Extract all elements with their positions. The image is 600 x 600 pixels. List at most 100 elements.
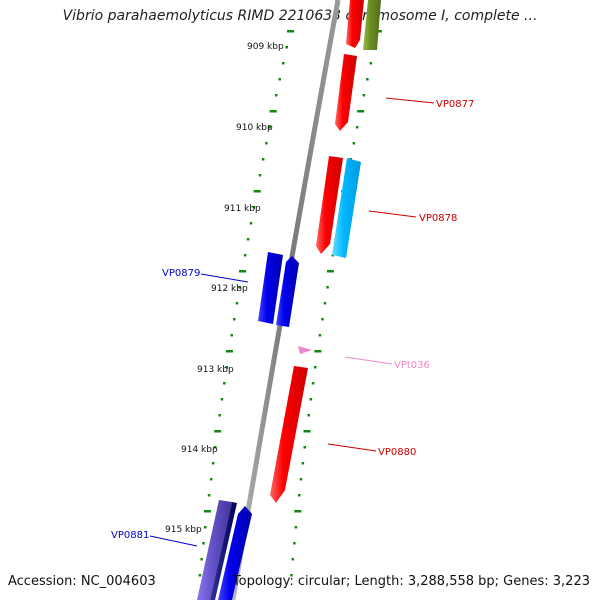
minor-tick [293, 542, 296, 545]
tick-label-914: 914 kbp [181, 445, 218, 455]
genome-summary-text: Topology: circular; Length: 3,288,558 bp… [232, 574, 590, 589]
gene-features [197, 0, 381, 600]
gene-vp0879-b[interactable] [276, 256, 299, 327]
label-vpt036[interactable]: VPt036 [394, 360, 430, 371]
tick-label-913: 913 kbp [197, 365, 234, 375]
gene-vp0877[interactable] [335, 54, 357, 131]
minor-tick [285, 46, 288, 49]
gene-vp0879-a[interactable] [258, 252, 283, 324]
gene-top-olive[interactable] [363, 0, 381, 50]
major-tick [269, 110, 277, 113]
minor-tick [252, 206, 256, 209]
minor-tick [303, 446, 306, 449]
minor-tick [265, 142, 268, 145]
minor-tick [220, 398, 224, 401]
minor-tick [211, 462, 215, 465]
minor-tick [278, 78, 281, 81]
minor-tick [207, 494, 211, 497]
minor-tick [258, 174, 262, 177]
minor-tick [314, 366, 317, 369]
minor-tick [299, 478, 303, 481]
major-tick [203, 510, 211, 513]
tick-label-910: 910 kbp [236, 123, 273, 133]
gene-labels: VP0877 VP0878 VP0879 VPt036 VP0880 VP088… [111, 99, 474, 541]
label-vp0880[interactable]: VP0880 [378, 447, 416, 458]
minor-tick [282, 62, 285, 65]
minor-tick [291, 558, 295, 561]
minor-tick [204, 526, 207, 529]
minor-tick [366, 78, 369, 81]
gene-vp0881-navy[interactable] [210, 502, 237, 600]
minor-tick [202, 542, 205, 545]
minor-tick [233, 318, 236, 321]
minor-tick [326, 286, 329, 289]
gene-vp0878-red[interactable] [316, 156, 343, 254]
minor-tick [323, 302, 327, 305]
minor-tick [298, 494, 301, 497]
gene-vp0878-cyan[interactable] [332, 158, 361, 258]
major-tick [314, 350, 322, 353]
minor-tick [309, 398, 313, 401]
minor-tick [246, 238, 250, 241]
minor-tick [307, 414, 310, 417]
major-tick [294, 510, 302, 513]
label-vp0881[interactable]: VP0881 [111, 530, 149, 541]
leader-vp0878 [368, 210, 417, 218]
gene-vp0880[interactable] [270, 366, 308, 503]
minor-tick [268, 126, 271, 129]
leader-vp0880 [327, 443, 377, 452]
minor-tick [235, 302, 239, 305]
gene-vp0881-blue[interactable] [218, 506, 252, 600]
minor-tick [369, 62, 373, 65]
tick-label-915: 915 kbp [165, 525, 202, 535]
label-vp0879[interactable]: VP0879 [162, 268, 200, 279]
minor-tick [214, 446, 217, 449]
major-tick [225, 350, 233, 353]
major-tick [303, 430, 311, 433]
major-tick [287, 30, 295, 33]
minor-tick [223, 382, 226, 385]
trna-vpt036[interactable] [298, 346, 312, 354]
kbp-scale: 909 kbp 910 kbp 911 kbp 912 kbp 913 kbp … [165, 42, 284, 535]
minor-tick [352, 142, 356, 145]
tick-label-909: 909 kbp [247, 42, 284, 52]
minor-tick [290, 574, 293, 577]
leader-vp0881 [149, 535, 198, 547]
tick-label-911: 911 kbp [224, 204, 261, 214]
gene-label-lines [149, 97, 435, 547]
label-vp0878[interactable]: VP0878 [419, 213, 457, 224]
leader-vp0877 [385, 97, 435, 104]
minor-tick [301, 462, 305, 465]
leader-vp0879 [200, 273, 249, 283]
minor-tick [218, 414, 221, 417]
major-tick [326, 270, 334, 273]
minor-tick [230, 334, 233, 337]
major-tick [357, 110, 365, 113]
map-title: Vibrio parahaemolyticus RIMD 2210633 chr… [62, 8, 538, 24]
minor-tick [321, 318, 324, 321]
minor-tick [249, 222, 253, 225]
major-tick [253, 190, 261, 193]
tick-label-912: 912 kbp [211, 284, 248, 294]
left-tick-ring [198, 30, 295, 577]
minor-tick [200, 558, 203, 561]
label-vp0877[interactable]: VP0877 [436, 99, 474, 110]
minor-tick [362, 94, 366, 97]
gene-vp0881-slate[interactable] [197, 500, 232, 600]
accession-text: Accession: NC_004603 [8, 574, 156, 589]
major-tick [239, 270, 247, 273]
minor-tick [198, 574, 202, 577]
minor-tick [238, 286, 241, 289]
minor-tick [261, 158, 265, 161]
gene-top-red[interactable] [346, 0, 364, 48]
right-tick-ring [290, 30, 382, 577]
minor-tick [209, 478, 213, 481]
minor-tick [318, 334, 322, 337]
minor-tick [355, 126, 359, 129]
minor-tick [294, 526, 298, 529]
major-tick [214, 430, 222, 433]
leader-vpt036 [344, 356, 393, 365]
minor-tick [311, 382, 315, 385]
minor-tick [275, 94, 278, 97]
